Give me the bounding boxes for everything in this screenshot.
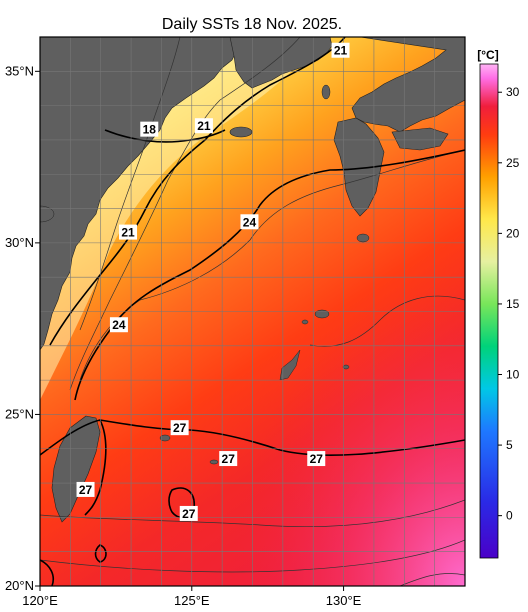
- contour-label-box: [194, 118, 213, 134]
- island-small: [209, 459, 219, 465]
- colorbar-tick-label: 10: [506, 368, 520, 382]
- zhoushan-land: [40, 205, 55, 223]
- colorbar-scale: [479, 63, 499, 559]
- lon-tick-label: 120°E: [22, 593, 58, 608]
- contour-label-box: [307, 451, 326, 467]
- contour-label-text: 21: [121, 226, 135, 240]
- colorbar: [°C] 0 5 10 15 20 25 30: [477, 48, 520, 559]
- taiwan-land: [51, 415, 101, 523]
- contour-label: 21: [119, 224, 138, 240]
- contour-label: 18: [140, 121, 159, 137]
- contour-label-text: 18: [143, 123, 157, 137]
- map-title: Daily SSTs 18 Nov. 2025.: [162, 16, 342, 33]
- contour-label-text: 24: [243, 215, 257, 229]
- contour-label-text: 27: [222, 452, 236, 466]
- amami-island: [314, 309, 330, 319]
- contour-label-box: [109, 317, 128, 333]
- honshu-land: [351, 37, 465, 133]
- colorbar-unit: [°C]: [477, 48, 498, 62]
- map-area: [40, 37, 465, 586]
- colorbar-tick-label: 15: [506, 297, 520, 311]
- contour-label-text: 21: [197, 119, 211, 133]
- colorbar-ticks: 0 5 10 15 20 25 30: [498, 85, 520, 523]
- lon-tick-label: 130°E: [326, 593, 362, 608]
- contour-label-box: [119, 224, 138, 240]
- contour-label: 24: [109, 317, 128, 333]
- contour-label-box: [331, 42, 350, 58]
- lat-tick-label: 30°N: [5, 235, 34, 250]
- contour-label-text: 27: [310, 452, 324, 466]
- colorbar-tick-label: 0: [506, 509, 513, 523]
- contour-label-text: 27: [79, 483, 93, 497]
- contour-label-box: [76, 481, 95, 497]
- colorbar-tick-label: 25: [506, 156, 520, 170]
- contour-label-text: 24: [112, 318, 126, 332]
- kyushu-land: [333, 117, 385, 217]
- contour-label: 21: [331, 42, 350, 58]
- china-land: [40, 37, 239, 351]
- daito-island: [342, 364, 350, 370]
- contour-label-text: 27: [182, 507, 196, 521]
- lat-tick-label: 35°N: [5, 63, 34, 78]
- colorbar-tick-label: 20: [506, 226, 520, 240]
- axis-ticks: 120°E 125°E 130°E 35°N 30°N 25°N 20°N: [5, 63, 362, 608]
- lat-tick-label: 25°N: [5, 406, 34, 421]
- lat-tick-label: 20°N: [5, 578, 34, 593]
- contour-label-box: [140, 121, 159, 137]
- contour-label: 27: [307, 451, 326, 467]
- contour-label-box: [240, 214, 259, 230]
- contour-label-layer: 21 18 21 21 24 24 27 27 27 27 27: [76, 42, 350, 521]
- tanegashima-island: [356, 233, 370, 243]
- colorbar-tick-label: 30: [506, 85, 520, 99]
- tsushima-island: [321, 84, 331, 100]
- yaeyama-island: [159, 434, 171, 442]
- island-small: [301, 319, 309, 325]
- contour-label-text: 21: [334, 44, 348, 58]
- contour-label: 24: [240, 214, 259, 230]
- contour-label-box: [179, 505, 198, 521]
- contour-label: 27: [219, 451, 238, 467]
- lon-tick-label: 125°E: [174, 593, 210, 608]
- contour-label: 27: [179, 505, 198, 521]
- lat-lon-grid: [40, 37, 465, 586]
- colorbar-tick-label: 5: [506, 438, 513, 452]
- shikoku-land: [391, 127, 449, 151]
- contour-label-box: [170, 420, 189, 436]
- map-frame: [39, 36, 466, 587]
- contour-label: 21: [194, 118, 213, 134]
- contour-label: 27: [76, 481, 95, 497]
- contour-label: 27: [170, 420, 189, 436]
- contour-label-box: [219, 451, 238, 467]
- contour-label-text: 27: [173, 421, 187, 435]
- jeju-island: [229, 126, 253, 138]
